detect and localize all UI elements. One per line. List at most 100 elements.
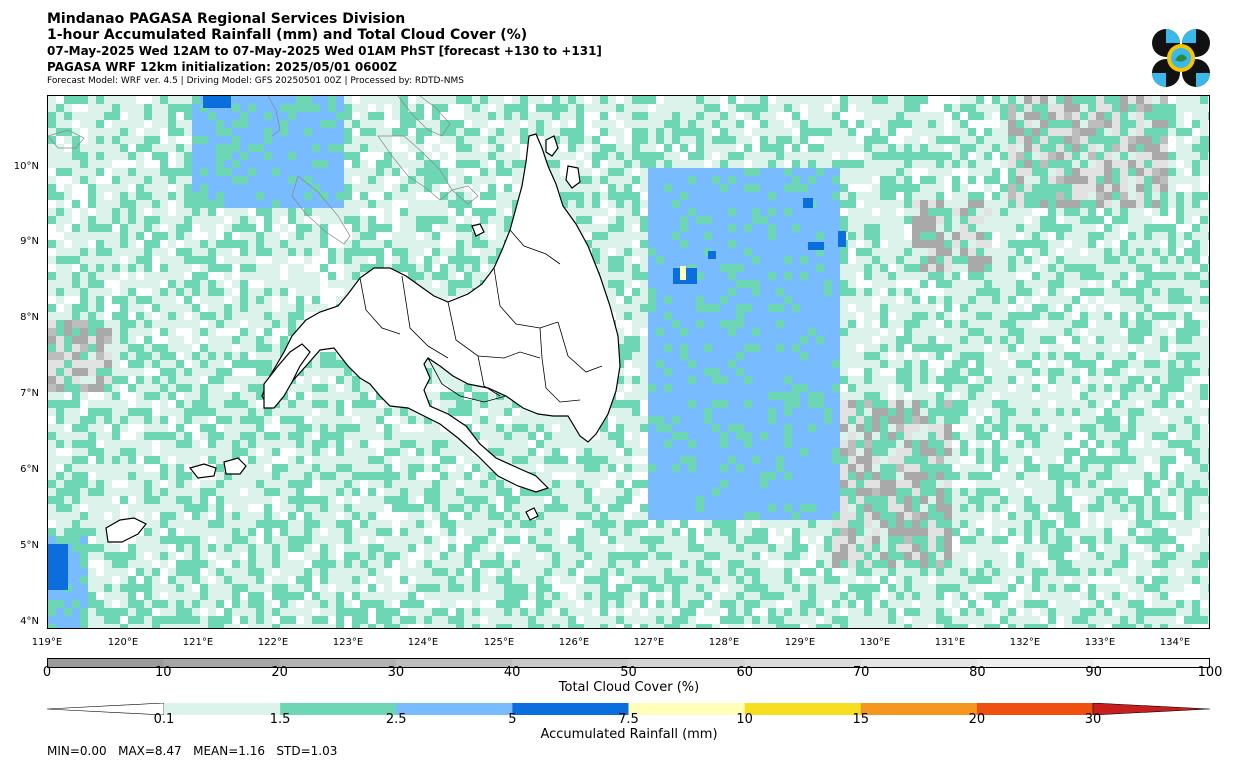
field-cell: [968, 128, 976, 136]
field-cell: [1168, 264, 1176, 272]
field-cell: [608, 264, 616, 272]
field-cell: [648, 272, 656, 280]
field-cell: [576, 168, 584, 176]
field-cell: [96, 152, 104, 160]
field-cell: [1040, 232, 1048, 240]
field-cell: [792, 200, 800, 208]
field-cell: [224, 160, 232, 168]
field-cell: [672, 256, 680, 264]
field-cell: [128, 264, 136, 272]
field-cell: [608, 152, 616, 160]
field-cell: [720, 248, 728, 256]
field-cell: [1008, 376, 1016, 384]
field-cell: [272, 96, 280, 104]
field-cell: [928, 376, 936, 384]
field-cell: [688, 368, 696, 376]
field-cell: [112, 256, 120, 264]
field-cell: [1048, 296, 1056, 304]
field-cell: [520, 104, 528, 112]
field-cell: [968, 296, 976, 304]
field-cell: [664, 272, 672, 280]
field-cell: [368, 264, 376, 272]
field-cell: [776, 328, 784, 336]
field-cell: [168, 288, 176, 296]
field-cell: [840, 328, 848, 336]
field-cell: [464, 280, 472, 288]
field-cell: [768, 232, 776, 240]
field-cell: [424, 392, 432, 400]
field-cell: [992, 328, 1000, 336]
field-cell: [80, 384, 88, 392]
field-cell: [400, 176, 408, 184]
field-cell: [160, 192, 168, 200]
field-cell: [136, 176, 144, 184]
field-cell: [872, 192, 880, 200]
field-cell: [728, 344, 736, 352]
field-cell: [776, 248, 784, 256]
field-cell: [184, 392, 192, 400]
field-cell: [592, 184, 600, 192]
field-cell: [144, 272, 152, 280]
field-cell: [992, 296, 1000, 304]
field-cell: [176, 280, 184, 288]
field-cell: [928, 200, 936, 208]
field-cell: [760, 344, 768, 352]
field-cell: [672, 392, 680, 400]
field-cell: [992, 288, 1000, 296]
field-cell: [808, 336, 816, 344]
field-cell: [1152, 248, 1160, 256]
field-cell: [1168, 192, 1176, 200]
field-cell: [1112, 160, 1120, 168]
field-cell: [968, 232, 976, 240]
field-cell: [688, 192, 696, 200]
field-cell: [136, 160, 144, 168]
field-cell: [1192, 288, 1200, 296]
field-cell: [1168, 240, 1176, 248]
field-cell: [1056, 128, 1064, 136]
field-cell: [608, 256, 616, 264]
field-cell: [1080, 344, 1088, 352]
field-cell: [856, 176, 864, 184]
map-panel[interactable]: [47, 95, 1210, 629]
field-cell: [1072, 240, 1080, 248]
field-cell: [1024, 128, 1032, 136]
field-cell: [864, 384, 872, 392]
field-cell: [56, 352, 64, 360]
field-cell: [928, 144, 936, 152]
field-cell: [1064, 96, 1072, 104]
field-cell: [368, 200, 376, 208]
field-cell: [1016, 336, 1024, 344]
field-cell: [840, 400, 848, 408]
field-cell: [672, 216, 680, 224]
field-cell: [1064, 224, 1072, 232]
field-cell: [448, 96, 456, 104]
field-cell: [176, 368, 184, 376]
field-cell: [176, 304, 184, 312]
field-cell: [1176, 280, 1184, 288]
field-cell: [632, 400, 640, 408]
field-cell: [1104, 312, 1112, 320]
field-cell: [1032, 144, 1040, 152]
field-cell: [1104, 296, 1112, 304]
field-cell: [312, 144, 320, 152]
field-cell: [216, 400, 224, 408]
field-cell: [800, 256, 808, 264]
field-cell: [848, 232, 856, 240]
map-canvas[interactable]: [48, 96, 1210, 629]
field-cell: [1184, 336, 1192, 344]
field-cell: [688, 376, 696, 384]
field-cell: [1088, 264, 1096, 272]
field-cell: [280, 408, 288, 416]
field-cell: [408, 200, 416, 208]
field-cell: [824, 136, 832, 144]
field-cell: [1136, 336, 1144, 344]
field-cell: [312, 400, 320, 408]
field-cell: [1048, 248, 1056, 256]
field-cell: [920, 192, 928, 200]
field-cell: [312, 200, 320, 208]
field-cell: [1208, 216, 1209, 224]
field-cell: [640, 200, 648, 208]
field-cell: [296, 136, 304, 144]
field-cell: [144, 360, 152, 368]
field-cell: [1096, 304, 1104, 312]
